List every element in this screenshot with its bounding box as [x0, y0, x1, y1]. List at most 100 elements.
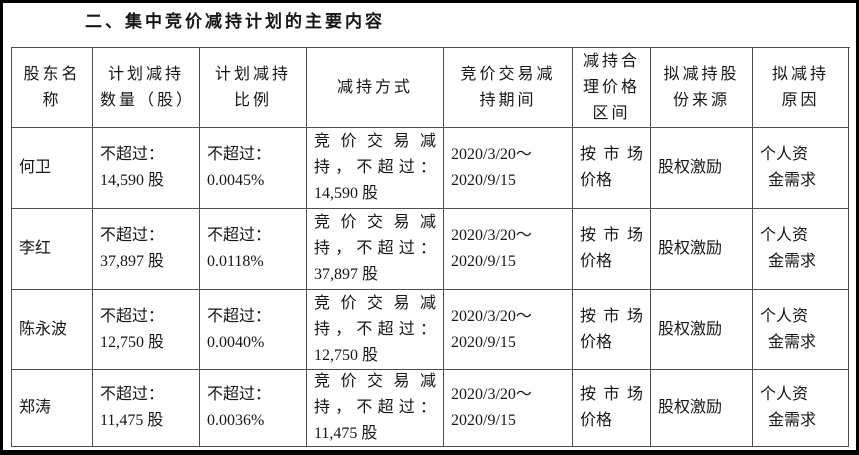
reduction-plan-table: 股东名称计划减持 数量（股） 计划减持 比例 减持方式 竞价交易减 持期间 减持合 理价格 区间拟…: [11, 47, 850, 447]
cell-line: 拟减持股: [663, 65, 740, 83]
cell-ratio: 不超过： 0.0036%: [200, 370, 307, 447]
header-cell-shareholder-name: 股东名称: [12, 48, 93, 128]
cell-name: 陈永波: [12, 290, 93, 370]
cell-line: 竞价交易减: [314, 373, 436, 390]
cell-method: 竞价交易减持，不超过： 11,475 股: [307, 370, 444, 447]
cell-reason: 个人资 金需求: [753, 370, 849, 447]
table-row: 李红 不超过： 37,897 股不超过： 0.0118% 竞价交易减持，不超过： 37,8…: [12, 209, 850, 290]
cell-method: 竞价交易减持，不超过： 14,590 股: [307, 128, 444, 209]
cell-name: 何卫: [12, 128, 93, 209]
cell-line: 拟减持: [771, 65, 829, 83]
cell-line: 2020/3/20～: [451, 227, 532, 244]
cell-line: 区间: [592, 104, 631, 122]
cell-line: 不超过：: [207, 227, 272, 244]
cell-line: 竞价交易减: [314, 214, 436, 231]
cell-line: 不超过：: [100, 227, 165, 244]
cell-line: 计划减持: [107, 65, 184, 83]
cell-line: 2020/3/20～: [451, 146, 532, 163]
cell-line: 原因: [781, 91, 820, 109]
cell-line: 郑涛: [19, 399, 52, 416]
cell-line: 12,750 股: [314, 346, 379, 364]
header-cell-share-source: 拟减持股 份来源: [651, 48, 753, 128]
cell-line: 不超过：: [100, 307, 165, 325]
cell-line: 竞价交易减: [460, 65, 556, 83]
cell-line: 按市场: [580, 386, 643, 403]
cell-line: 价格: [580, 333, 613, 351]
cell-line: 2020/9/15: [451, 172, 516, 189]
cell-line: 陈永波: [19, 320, 68, 338]
cell-reason: 个人资金需求: [753, 290, 849, 370]
cell-line: 0.0040%: [207, 333, 265, 351]
cell-line: 个人资: [760, 307, 809, 325]
cell-line: 2020/3/20～: [451, 386, 532, 403]
cell-line: 理价格: [582, 78, 640, 96]
cell-ratio: 不超过： 0.0040%: [200, 290, 307, 370]
table-header-row: 股东名称计划减持 数量（股） 计划减持 比例 减持方式 竞价交易减 持期间 减持合 理价格 区间拟…: [12, 48, 850, 128]
cell-line: 李红: [19, 240, 52, 257]
header-cell-planned-ratio: 计划减持 比例: [200, 48, 307, 128]
cell-line: 个人资: [760, 146, 809, 163]
cell-line: 金需求: [768, 253, 817, 270]
cell-ratio: 不超过： 0.0118%: [200, 209, 307, 290]
cell-qty: 不超过： 11,475 股: [93, 370, 200, 447]
cell-period: 2020/3/20～ 2020/9/15: [444, 370, 573, 447]
cell-method: 竞价交易减持，不超过： 37,897 股: [307, 209, 444, 290]
cell-line: 减持合: [582, 52, 640, 70]
cell-line: 2020/9/15: [451, 412, 516, 429]
header-cell-planned-quantity: 计划减持数量（股）: [93, 48, 200, 128]
header-cell-reduction-period: 竞价交易减 持期间: [444, 48, 573, 128]
cell-line: 不超过：: [100, 386, 165, 403]
cell-ratio: 不超过： 0.0045%: [200, 128, 307, 209]
cell-price: 按市场价格: [573, 209, 651, 290]
cell-period: 2020/3/20～ 2020/9/15: [444, 209, 573, 290]
cell-line: 价格: [580, 253, 613, 270]
cell-line: 不超过：: [207, 146, 272, 163]
cell-reason: 个人资 金需求: [753, 209, 849, 290]
cell-period: 2020/3/20～ 2020/9/15: [444, 128, 573, 209]
cell-line: 按市场: [580, 307, 643, 325]
cell-line: 14,590 股: [314, 185, 379, 202]
cell-line: 比例: [233, 91, 272, 109]
cell-qty: 不超过： 37,897 股: [93, 209, 200, 290]
cell-line: 11,475 股: [100, 412, 164, 429]
cell-line: 金需求: [768, 412, 817, 429]
header-cell-reduction-method: 减持方式: [307, 48, 444, 128]
cell-line: 金需求: [768, 172, 817, 189]
cell-method: 竞价交易减持，不超过： 12,750 股: [307, 290, 444, 370]
table-row: 何卫 不超过： 14,590 股不超过： 0.0045% 竞价交易减持，不超过： 14,5…: [12, 128, 850, 209]
cell-line: 不超过：: [207, 307, 272, 325]
cell-name: 郑涛: [12, 370, 93, 447]
cell-line: 份来源: [672, 91, 730, 109]
cell-line: 股权激励: [658, 159, 723, 176]
header-cell-price-range: 减持合 理价格 区间: [573, 48, 651, 128]
cell-line: 0.0118%: [207, 253, 264, 270]
cell-qty: 不超过： 14,590 股: [93, 128, 200, 209]
cell-line: 2020/9/15: [451, 333, 516, 351]
cell-line: 金需求: [768, 333, 817, 351]
cell-line: 价格: [580, 412, 613, 429]
cell-line: 减持方式: [336, 78, 413, 96]
cell-source: 股权激励: [651, 128, 753, 209]
cell-line: 14,590 股: [100, 172, 165, 189]
cell-source: 股权激励: [651, 209, 753, 290]
cell-period: 2020/3/20～ 2020/9/15: [444, 290, 573, 370]
cell-line: 0.0045%: [207, 172, 265, 189]
cell-line: 数量（股）: [100, 91, 196, 109]
cell-line: 持，不超过：: [314, 240, 436, 257]
cell-source: 股权激励: [651, 370, 753, 447]
cell-line: 11,475 股: [314, 425, 378, 442]
cell-line: 37,897 股: [100, 253, 165, 270]
cell-line: 竞价交易减: [314, 294, 436, 312]
cell-line: 何卫: [19, 159, 52, 176]
cell-price: 按市场价格: [573, 290, 651, 370]
cell-line: 持，不超过：: [314, 320, 436, 338]
cell-line: 股权激励: [658, 399, 723, 416]
cell-line: 竞价交易减: [314, 133, 436, 150]
cell-line: 按市场: [580, 146, 643, 163]
header-cell-reduction-reason: 拟减持 原因: [753, 48, 849, 128]
cell-name: 李红: [12, 209, 93, 290]
cell-line: 股东名: [23, 65, 81, 83]
cell-line: 股权激励: [658, 240, 723, 257]
cell-line: 按市场: [580, 227, 643, 244]
